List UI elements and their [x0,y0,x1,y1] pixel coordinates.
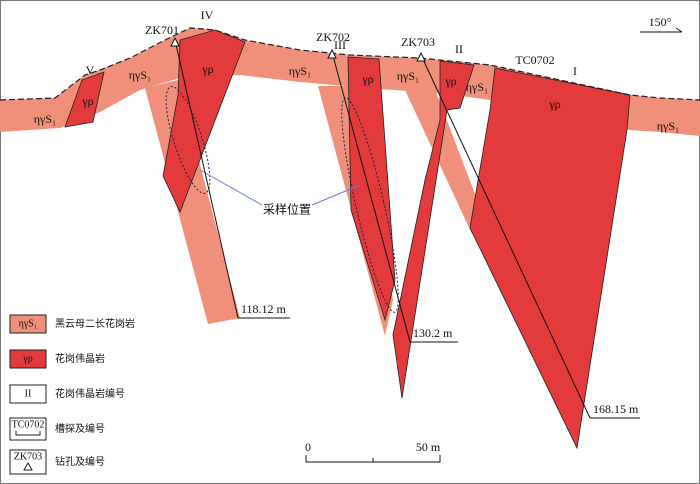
drillhole-depth: 118.12 m [241,302,287,316]
drill-collar [170,36,180,47]
drillhole-id: ZK703 [401,35,435,49]
scale-label: 50 m [416,440,441,454]
pegmatite-body [64,71,105,128]
legend-symbol: γρ [22,353,32,364]
surface-line [0,27,700,101]
legend-symbol: ηγS₁ [19,318,38,329]
rock-label: ηγS₁ [397,69,419,83]
legend-symbol: II [25,388,32,399]
drillhole-id: ZK702 [316,30,350,44]
rock-label: γρ [201,62,213,76]
sample-zone [165,86,211,194]
legend-symbol: TC0702 [12,419,45,430]
pegmatite-body [347,56,396,322]
leader [311,184,361,206]
orientation: 150° [649,15,672,29]
sample-zone [341,97,399,313]
pegmatite-body [392,60,475,399]
rock-label: γρ [361,72,373,86]
legend-label: 槽探及编号 [55,422,105,435]
legend-label: 花岗伟晶岩 [55,352,105,365]
granite-dyke [145,80,240,324]
pegmatite-id: II [455,42,463,56]
pegmatite-id: V [86,63,95,77]
rock-label: ηγS₁ [34,112,56,126]
pegmatite-id: IV [201,8,214,22]
drill-collar [416,51,426,62]
orientation-arrow [675,27,683,33]
drillhole [174,39,239,319]
legend-label: 花岗伟晶岩编号 [55,387,125,400]
legend-icon [23,461,33,471]
rock-label: ηγS₁ [466,80,488,94]
annotation: 采样位置 [263,202,311,217]
drillhole-id: ZK701 [145,23,179,37]
rock-label: ηγS₁ [289,64,311,78]
rock-label: ηγS₁ [129,68,151,82]
rock-label: γρ [81,94,93,108]
legend-swatch [9,384,47,404]
pegmatite-body [469,67,631,450]
drillhole [420,54,591,419]
legend-icon [15,431,41,436]
granite-dyke [405,90,488,234]
scale-label: 0 [305,440,311,454]
rock-label: γρ [548,97,560,111]
legend-label: 黑云母二长花岗岩 [55,317,135,330]
leader [199,169,263,206]
legend-symbol: ZK703 [14,451,42,462]
drillhole-depth: 130.2 m [413,326,453,340]
drillhole-depth: 168.15 m [593,402,639,416]
drillhole [331,51,411,343]
pegmatite-id: I [573,64,577,78]
rock-label: ηγS₁ [657,119,679,133]
rock-label: γρ [444,74,456,88]
trench-id: TC0702 [515,53,554,67]
pegmatite-id: III [334,38,346,52]
drill-collar [327,48,337,59]
legend-swatch [9,349,47,369]
legend-label: 钻孔及编号 [55,455,105,468]
legend-swatch [9,314,47,334]
